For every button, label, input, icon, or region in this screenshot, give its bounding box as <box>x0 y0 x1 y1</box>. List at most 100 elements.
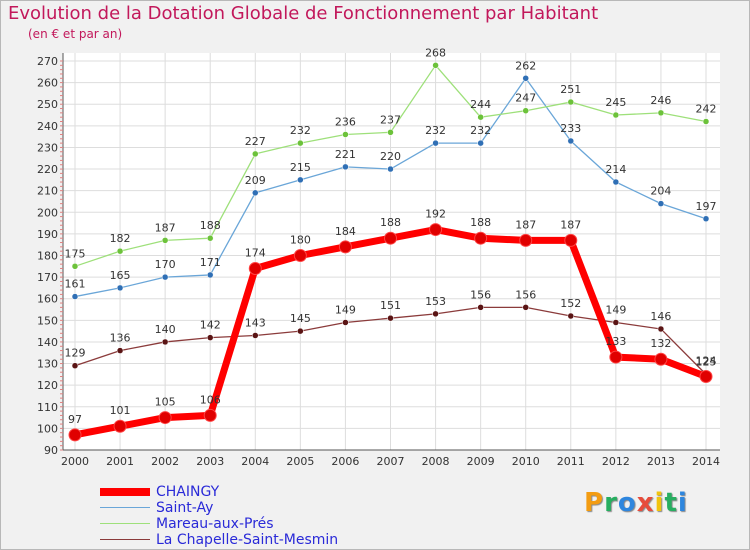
x-tick-label: 2014 <box>692 455 720 468</box>
data-point <box>161 237 169 244</box>
y-tick-label: 240 <box>37 120 58 133</box>
y-tick-label: 160 <box>37 293 58 306</box>
legend-swatch <box>100 488 150 496</box>
data-point <box>248 261 262 275</box>
data-label: 221 <box>335 148 356 161</box>
x-tick-label: 2011 <box>557 455 585 468</box>
y-tick-label: 250 <box>37 98 58 111</box>
data-label: 132 <box>650 337 671 350</box>
data-point <box>432 139 439 147</box>
data-point <box>654 352 668 366</box>
y-tick-label: 220 <box>37 163 58 176</box>
data-label: 232 <box>470 124 491 137</box>
data-point <box>206 234 214 242</box>
y-tick-label: 140 <box>37 336 58 349</box>
data-point <box>612 111 620 119</box>
chart-title: Evolution de la Dotation Globale de Fonc… <box>8 3 599 24</box>
data-point <box>293 249 307 262</box>
logo-letter: x <box>636 488 655 518</box>
data-label: 187 <box>560 218 581 231</box>
data-point <box>203 408 217 422</box>
logo-letter: P <box>584 488 605 518</box>
data-point <box>68 428 82 442</box>
x-tick-label: 2006 <box>331 455 359 468</box>
x-tick-label: 2007 <box>377 455 405 468</box>
data-point <box>161 338 169 346</box>
data-label: 215 <box>290 161 311 174</box>
data-label: 233 <box>560 122 581 135</box>
chart-subtitle: (en € et par an) <box>28 27 123 41</box>
data-label: 156 <box>515 288 536 301</box>
x-tick-label: 2003 <box>196 455 224 468</box>
data-label: 187 <box>515 218 536 231</box>
legend-label: Saint-Ay <box>156 500 214 516</box>
data-label: 188 <box>200 219 221 232</box>
data-label: 182 <box>110 232 131 245</box>
data-label: 151 <box>380 299 401 312</box>
legend-swatch <box>100 539 150 540</box>
data-point <box>342 163 349 171</box>
data-point <box>206 334 214 341</box>
x-tick-label: 2008 <box>422 455 450 468</box>
data-point <box>657 325 665 333</box>
data-point <box>342 131 349 138</box>
y-tick-label: 210 <box>37 185 58 198</box>
data-point <box>387 129 394 136</box>
data-point <box>384 231 397 245</box>
data-label: 268 <box>425 46 446 59</box>
data-label: 174 <box>245 246 266 259</box>
x-tick-label: 2012 <box>602 455 630 468</box>
data-label: 149 <box>335 303 356 316</box>
data-point <box>206 271 214 279</box>
data-label: 175 <box>65 247 86 260</box>
data-point <box>71 293 79 300</box>
data-label: 124 <box>696 355 717 368</box>
data-label: 142 <box>200 319 221 332</box>
y-tick-label: 170 <box>37 271 58 284</box>
data-label: 220 <box>380 150 401 163</box>
data-label: 170 <box>155 258 176 271</box>
data-point <box>657 200 665 207</box>
logo-letter: o <box>617 488 637 518</box>
y-tick-label: 110 <box>37 401 58 414</box>
data-label: 125 <box>696 355 717 368</box>
data-point <box>477 304 484 311</box>
data-point <box>477 113 484 121</box>
data-label: 232 <box>425 124 446 137</box>
data-point <box>297 139 304 147</box>
data-point <box>564 233 578 247</box>
y-tick-label: 90 <box>44 444 58 457</box>
data-point <box>297 176 304 184</box>
data-point <box>387 165 394 173</box>
data-point <box>252 189 259 197</box>
data-label: 146 <box>650 310 671 323</box>
y-tick-label: 230 <box>37 141 58 154</box>
data-label: 165 <box>110 269 131 282</box>
data-point <box>567 98 575 106</box>
data-label: 244 <box>470 98 491 111</box>
legend-label: Mareau-aux-Prés <box>156 516 274 532</box>
data-label: 161 <box>65 278 86 291</box>
data-label: 152 <box>560 297 581 310</box>
y-tick-label: 100 <box>37 422 58 435</box>
data-point <box>609 350 623 364</box>
data-point <box>702 215 710 223</box>
x-tick-label: 2002 <box>151 455 179 468</box>
data-label: 180 <box>290 234 311 247</box>
legend-swatch <box>100 507 150 508</box>
data-label: 247 <box>515 92 536 105</box>
x-tick-label: 2001 <box>106 455 134 468</box>
legend-label: CHAINGY <box>156 484 220 500</box>
y-tick-label: 200 <box>37 206 58 219</box>
logo-letter: i <box>677 488 688 518</box>
data-point <box>297 327 304 335</box>
data-point <box>158 411 172 425</box>
data-point <box>252 332 259 339</box>
data-label: 246 <box>650 94 671 107</box>
data-point <box>657 109 665 117</box>
data-label: 184 <box>335 225 356 238</box>
data-label: 97 <box>68 413 82 426</box>
data-label: 129 <box>65 347 86 360</box>
data-label: 192 <box>425 208 446 221</box>
